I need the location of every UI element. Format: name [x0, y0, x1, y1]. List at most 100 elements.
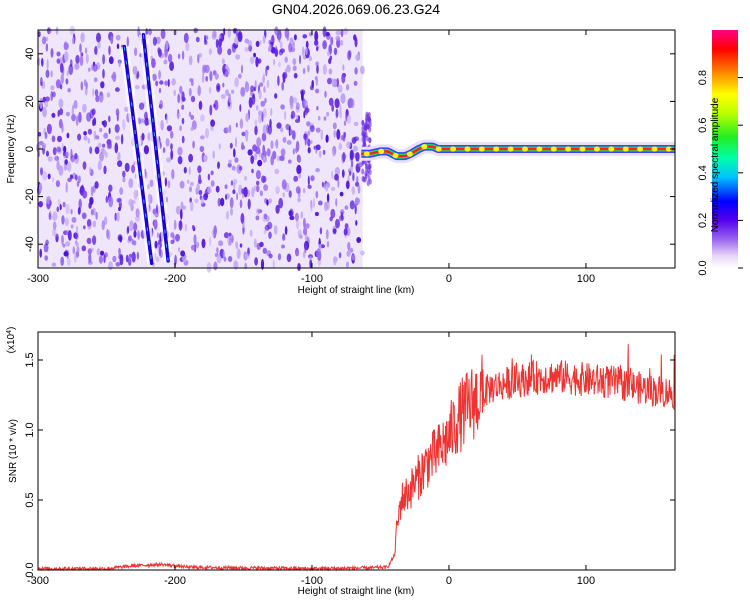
noise-speck	[277, 253, 282, 261]
noise-speck	[266, 148, 271, 157]
noise-speck	[90, 186, 94, 197]
noise-speck	[255, 185, 260, 193]
noise-speck	[41, 36, 47, 45]
noise-speck	[305, 40, 309, 49]
noise-speck	[244, 47, 249, 52]
noise-speck	[286, 253, 292, 263]
noise-speck	[247, 198, 251, 210]
noise-speck	[43, 243, 49, 253]
noise-speck	[235, 32, 239, 37]
noise-speck	[203, 154, 208, 162]
spectrogram-x-label: Height of straight line (km)	[298, 285, 415, 296]
noise-speck	[128, 253, 133, 258]
noise-speck	[95, 135, 100, 140]
noise-speck	[314, 211, 319, 217]
noise-speck	[52, 91, 56, 98]
noise-speck	[239, 118, 244, 129]
noise-speck	[108, 141, 112, 149]
noise-speck	[308, 55, 312, 62]
noise-speck	[301, 46, 305, 57]
noise-speck	[135, 215, 140, 222]
noise-speck	[133, 230, 137, 238]
noise-speck	[338, 252, 342, 259]
noise-speck	[134, 47, 138, 56]
noise-speck	[137, 117, 142, 125]
noise-speck	[256, 208, 261, 215]
noise-speck	[315, 127, 321, 133]
noise-speck	[52, 228, 57, 237]
noise-speck	[336, 78, 339, 88]
noise-speck	[197, 85, 201, 97]
noise-speck	[173, 219, 177, 230]
noise-speck	[307, 175, 310, 186]
noise-speck	[346, 114, 352, 124]
noise-speck	[75, 115, 79, 126]
noise-speck	[277, 75, 280, 86]
noise-speck	[51, 262, 57, 267]
noise-speck	[292, 58, 297, 66]
noise-speck	[92, 235, 97, 246]
noise-speck	[79, 188, 82, 194]
noise-speck	[354, 37, 358, 48]
noise-speck	[365, 135, 369, 142]
noise-speck	[302, 34, 308, 39]
noise-speck	[346, 83, 350, 91]
noise-speck	[366, 170, 370, 177]
noise-speck	[284, 110, 287, 120]
colorbar: 0.0 0.2 0.4 0.6 0.8 Normalized spectral ampl…	[697, 30, 743, 276]
noise-speck	[248, 44, 253, 52]
noise-speck	[293, 34, 297, 41]
noise-speck	[40, 167, 43, 176]
noise-speck	[325, 229, 329, 240]
noise-speck	[163, 59, 168, 65]
noise-speck	[85, 53, 89, 64]
noise-speck	[65, 78, 69, 85]
noise-speck	[345, 180, 350, 190]
noise-speck	[79, 43, 82, 53]
snr-frame	[37, 331, 676, 571]
noise-speck	[199, 145, 205, 153]
noise-speck	[164, 177, 167, 187]
noise-speck	[38, 132, 42, 137]
noise-speck	[190, 80, 194, 87]
noise-speck	[352, 172, 355, 182]
noise-speck	[316, 106, 319, 111]
noise-speck	[140, 118, 145, 124]
track-highlight	[435, 146, 442, 152]
noise-speck	[230, 180, 234, 186]
noise-speck	[225, 64, 229, 70]
noise-speck	[167, 53, 173, 63]
noise-speck	[61, 123, 64, 133]
noise-speck	[310, 140, 313, 144]
noise-speck	[255, 170, 261, 180]
noise-speck	[118, 60, 121, 68]
noise-speck	[74, 233, 78, 240]
track-highlight	[450, 146, 457, 152]
x-tick-label: 100	[577, 575, 595, 587]
noise-speck	[159, 99, 164, 110]
noise-speck	[284, 56, 288, 63]
noise-speck	[266, 79, 270, 89]
noise-speck	[49, 200, 52, 205]
noise-speck	[210, 170, 214, 176]
noise-speck	[57, 135, 62, 143]
noise-speck	[63, 251, 69, 257]
noise-speck	[214, 99, 219, 111]
noise-speck	[298, 155, 301, 163]
track-highlight	[536, 146, 543, 152]
noise-speck	[286, 140, 292, 145]
noise-speck	[98, 255, 103, 264]
noise-speck	[106, 92, 111, 98]
noise-speck	[131, 238, 134, 245]
noise-speck	[210, 119, 216, 127]
noise-speck	[322, 149, 326, 155]
noise-speck	[224, 184, 228, 189]
noise-speck	[354, 204, 357, 215]
noise-speck	[66, 70, 70, 77]
noise-speck	[132, 65, 138, 75]
noise-speck	[285, 123, 290, 131]
noise-speck	[89, 109, 94, 119]
noise-speck	[155, 80, 159, 87]
noise-speck	[184, 223, 187, 232]
noise-speck	[367, 163, 371, 170]
